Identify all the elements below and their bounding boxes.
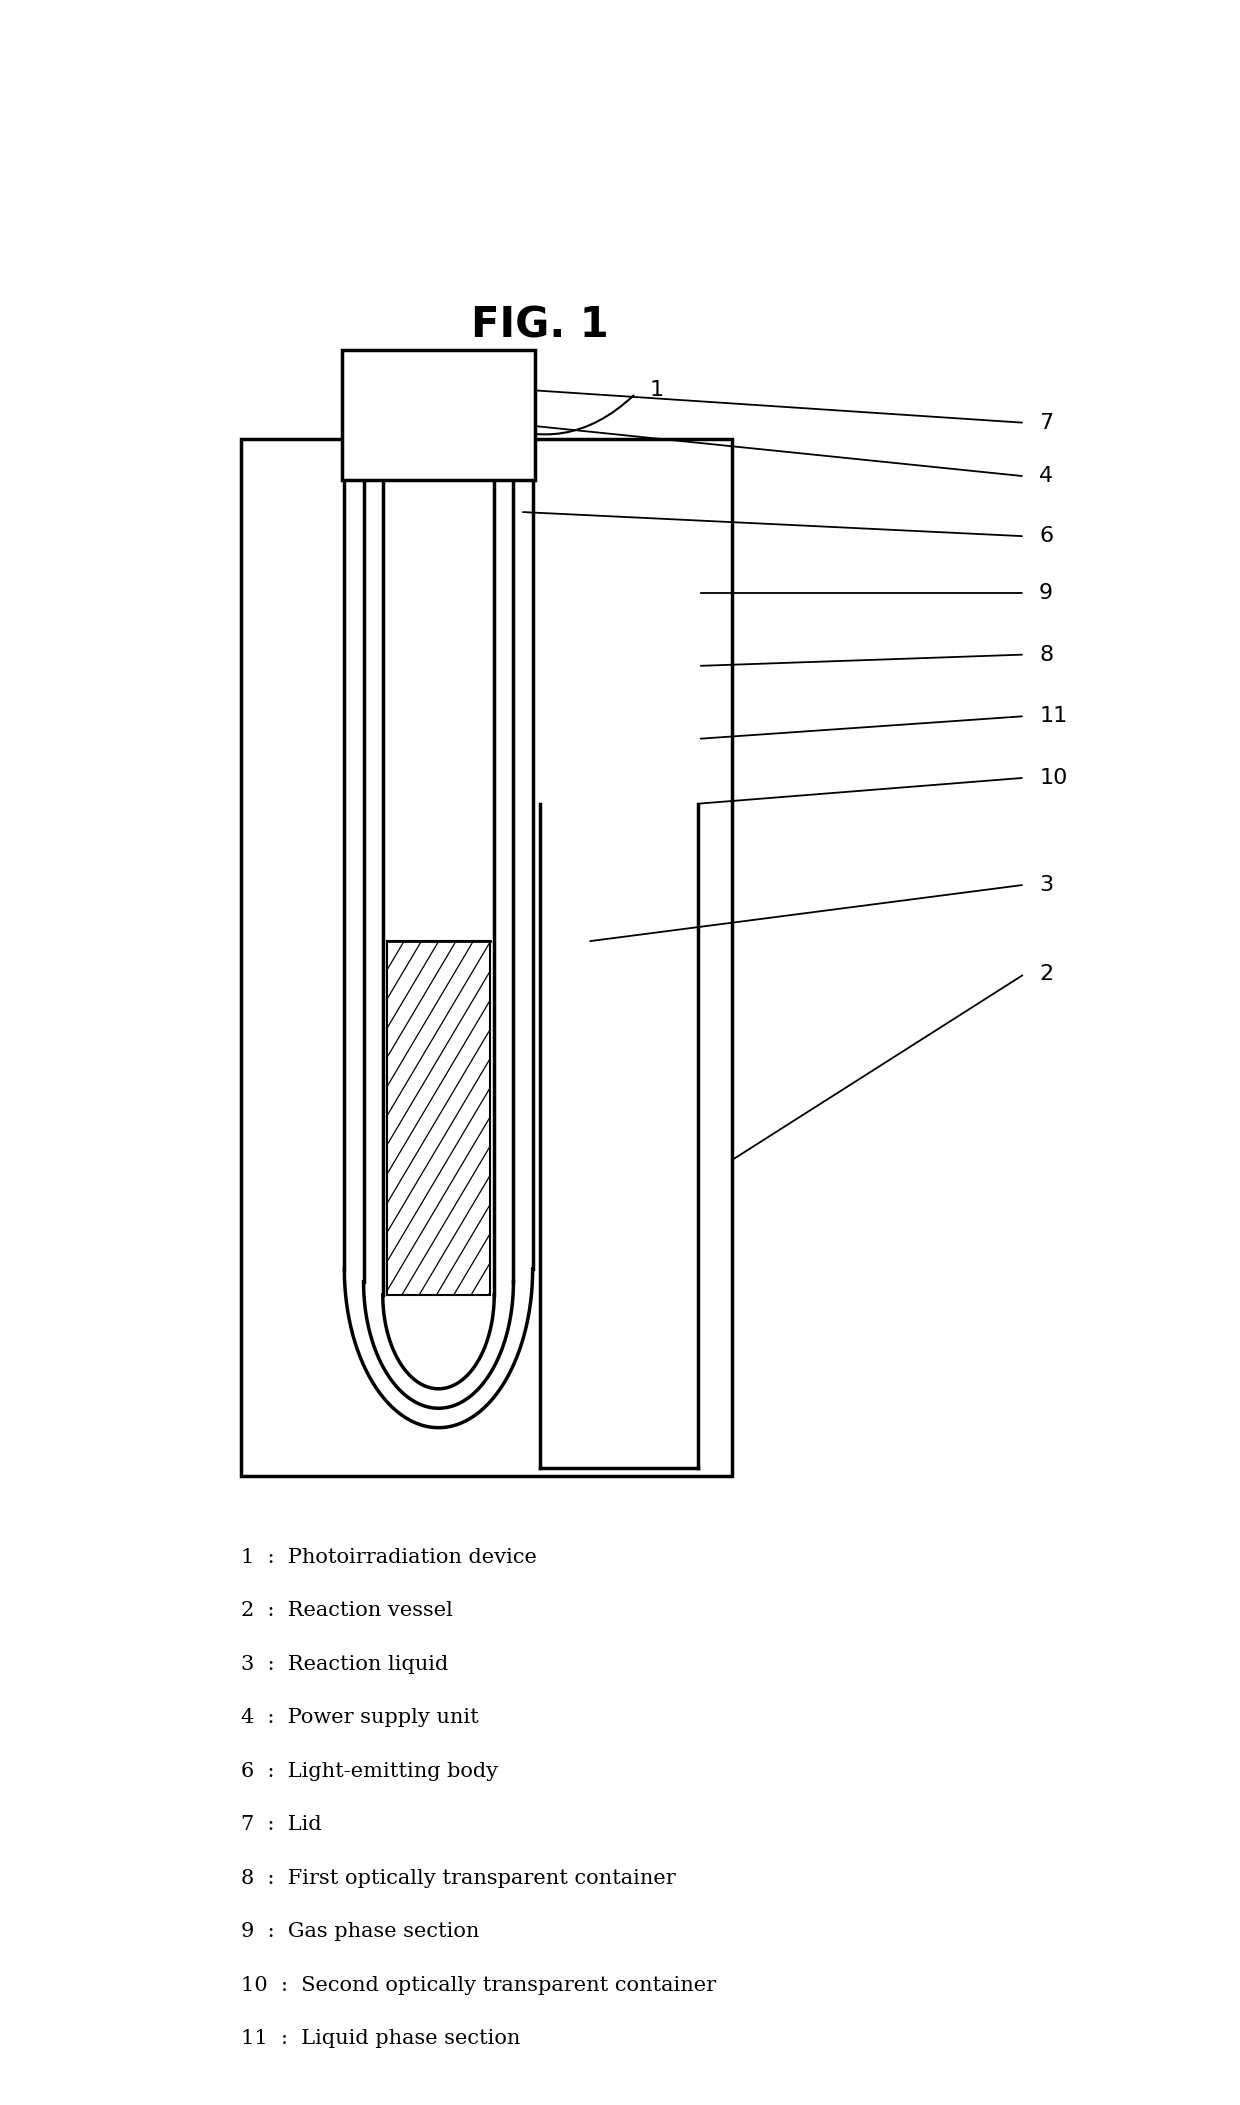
Text: 6: 6: [1039, 526, 1053, 547]
Text: 10  :  Second optically transparent container: 10 : Second optically transparent contai…: [242, 1977, 717, 1996]
Text: 1: 1: [650, 381, 665, 400]
Text: 3  :  Reaction liquid: 3 : Reaction liquid: [242, 1655, 449, 1673]
Text: FIG. 1: FIG. 1: [470, 305, 609, 347]
Text: 7  :  Lid: 7 : Lid: [242, 1815, 322, 1833]
Text: 2  :  Reaction vessel: 2 : Reaction vessel: [242, 1602, 454, 1621]
Text: 9: 9: [1039, 583, 1053, 602]
Text: 3: 3: [1039, 876, 1053, 895]
Text: 4: 4: [1039, 467, 1053, 486]
Text: 1  :  Photoirradiation device: 1 : Photoirradiation device: [242, 1547, 537, 1566]
Text: 7: 7: [1039, 413, 1053, 434]
Text: 11  :  Liquid phase section: 11 : Liquid phase section: [242, 2029, 521, 2048]
Text: 9  :  Gas phase section: 9 : Gas phase section: [242, 1922, 480, 1941]
Text: 4  :  Power supply unit: 4 : Power supply unit: [242, 1709, 479, 1728]
Bar: [387, 941, 490, 1295]
Text: 8  :  First optically transparent container: 8 : First optically transparent containe…: [242, 1869, 676, 1888]
Text: 11: 11: [1039, 705, 1068, 726]
Bar: [387, 941, 490, 1295]
Text: 8: 8: [1039, 644, 1053, 665]
Text: 2: 2: [1039, 964, 1053, 983]
Text: 10: 10: [1039, 768, 1068, 787]
Bar: [342, 349, 534, 480]
Bar: [242, 440, 732, 1476]
Text: 6  :  Light-emitting body: 6 : Light-emitting body: [242, 1762, 498, 1781]
